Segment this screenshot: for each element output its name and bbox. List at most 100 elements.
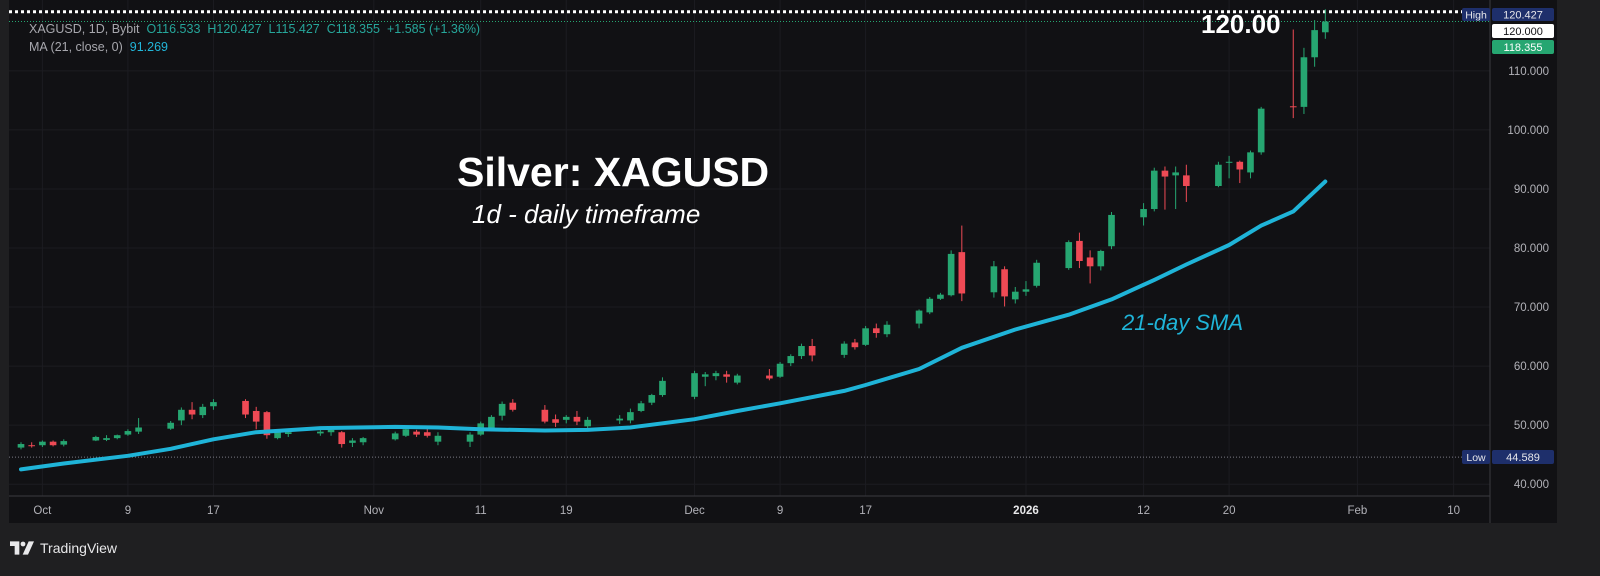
candle bbox=[413, 429, 420, 437]
candle-body bbox=[1247, 152, 1254, 173]
candle bbox=[242, 399, 249, 419]
candle bbox=[317, 429, 324, 436]
candle-body bbox=[915, 310, 923, 324]
ma-legend-value: 91.269 bbox=[129, 40, 168, 54]
candle-body bbox=[1225, 161, 1233, 163]
y-tick-label: 110.000 bbox=[1508, 66, 1549, 78]
candle-body bbox=[1183, 175, 1190, 186]
chart-pane[interactable]: Silver: XAGUSD 1d - daily timeframe 21-d… bbox=[9, 0, 1557, 523]
candle-body bbox=[1001, 269, 1008, 297]
y-tick-label: 100.000 bbox=[1507, 125, 1549, 137]
candle bbox=[798, 343, 805, 360]
ma-legend[interactable]: MA (21, close, 0) 91.269 bbox=[29, 40, 168, 54]
candle bbox=[199, 403, 207, 419]
x-tick-label: 10 bbox=[1447, 505, 1460, 517]
candle-body bbox=[263, 412, 271, 436]
candle bbox=[712, 370, 720, 381]
high-tag-box bbox=[1462, 8, 1490, 21]
candle-body bbox=[584, 419, 591, 427]
ma-legend-label[interactable]: MA (21, close, 0) bbox=[29, 40, 123, 54]
chart-title: Silver: XAGUSD bbox=[457, 149, 769, 195]
candle-body bbox=[466, 434, 474, 442]
last-price-box bbox=[1492, 40, 1554, 54]
candle bbox=[627, 408, 634, 424]
legend-interval[interactable]: 1D bbox=[88, 22, 105, 36]
low-tag: Low bbox=[1466, 452, 1486, 464]
candle bbox=[787, 354, 795, 367]
y-tick-label: 40.000 bbox=[1514, 479, 1549, 491]
candle bbox=[39, 440, 46, 447]
candle bbox=[60, 439, 68, 447]
candle bbox=[17, 442, 25, 450]
legend-change: +1.585 (+1.36%) bbox=[386, 22, 481, 36]
candle-body bbox=[1065, 242, 1073, 269]
candle bbox=[1311, 20, 1318, 67]
legend-exchange: Bybit bbox=[111, 22, 140, 36]
candle-body bbox=[926, 298, 934, 313]
candle-body bbox=[691, 373, 698, 397]
candle-body bbox=[562, 416, 570, 420]
candle bbox=[776, 361, 784, 378]
low-value-box bbox=[1492, 450, 1554, 464]
y-tick-label: 80.000 bbox=[1514, 243, 1549, 255]
y-axis-ticks: 40.000 50.000 60.000 70.000 80.000 90.000 100.… bbox=[1507, 66, 1549, 491]
x-tick-label: 17 bbox=[207, 505, 220, 517]
candle-body bbox=[1215, 164, 1222, 186]
candle-body bbox=[766, 375, 773, 379]
candle bbox=[733, 373, 741, 385]
legend-low: L115.427 bbox=[268, 22, 320, 36]
candle bbox=[701, 372, 709, 387]
candle bbox=[541, 405, 549, 424]
legend-open: O116.533 bbox=[146, 22, 201, 36]
x-tick-label: Oct bbox=[33, 505, 52, 517]
candle bbox=[1097, 249, 1105, 271]
x-tick-label: 11 bbox=[475, 505, 487, 517]
candle-body bbox=[317, 431, 324, 434]
candle bbox=[926, 297, 934, 315]
candle-body bbox=[28, 445, 36, 447]
candle-body bbox=[851, 342, 859, 348]
candlestick-chart[interactable]: Silver: XAGUSD 1d - daily timeframe 21-d… bbox=[9, 0, 1557, 523]
candle bbox=[1086, 250, 1094, 284]
candle bbox=[498, 401, 506, 421]
candle bbox=[402, 427, 410, 437]
candle bbox=[252, 406, 260, 430]
candle-body bbox=[103, 438, 110, 440]
candle bbox=[562, 415, 570, 424]
candle bbox=[766, 369, 773, 381]
candle-body bbox=[327, 429, 335, 433]
candle-body bbox=[552, 419, 559, 423]
candle-body bbox=[124, 431, 132, 435]
x-tick-label: 9 bbox=[777, 505, 783, 517]
candle bbox=[263, 410, 271, 439]
candle-body bbox=[391, 433, 399, 440]
candle bbox=[135, 418, 142, 434]
candle bbox=[1108, 211, 1115, 250]
legend-close: C118.355 bbox=[326, 22, 381, 36]
last-price-value: 118.355 bbox=[1504, 42, 1543, 54]
horizontal-levels bbox=[9, 10, 1490, 458]
footer-brand[interactable]: TradingView bbox=[10, 538, 117, 558]
candle-body bbox=[808, 346, 816, 356]
candle bbox=[1215, 161, 1222, 188]
candle bbox=[1172, 166, 1179, 210]
candle-body bbox=[637, 403, 645, 411]
candle-body bbox=[648, 395, 656, 403]
x-tick-label: 2026 bbox=[1013, 505, 1039, 517]
candle-body bbox=[498, 403, 506, 416]
candle-body bbox=[840, 343, 848, 355]
candle-body bbox=[284, 432, 292, 434]
legend-symbol[interactable]: XAGUSD bbox=[29, 22, 82, 36]
candle bbox=[883, 321, 891, 338]
candle-body bbox=[701, 374, 709, 377]
candle-body bbox=[1289, 106, 1297, 108]
candle-body bbox=[113, 435, 121, 439]
symbol-legend[interactable]: XAGUSD, 1D, Bybit O116.533 H120.427 L115… bbox=[29, 22, 481, 36]
candle bbox=[1033, 259, 1040, 288]
candle-body bbox=[1108, 214, 1115, 247]
candle bbox=[1236, 160, 1244, 184]
price-tags: High 120.427 120.000 118.355 Low 44.589 bbox=[1462, 8, 1554, 464]
candle-body bbox=[1097, 250, 1105, 267]
candle-body bbox=[252, 410, 260, 422]
candle bbox=[1150, 167, 1158, 212]
